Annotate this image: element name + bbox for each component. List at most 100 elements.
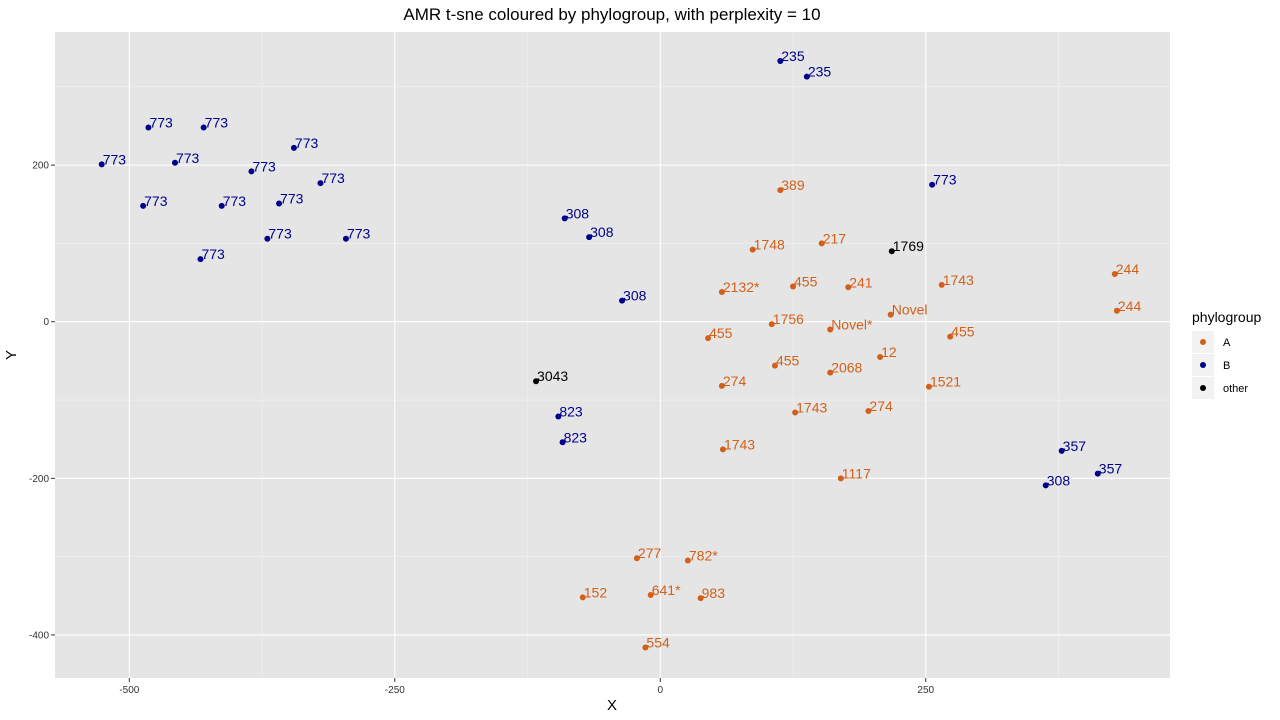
point-label: 773 — [268, 226, 292, 242]
point-label: 308 — [1047, 472, 1071, 488]
scatter-point — [264, 235, 271, 242]
scatter-point — [559, 439, 566, 446]
scatter-point — [877, 353, 884, 360]
point-label: 2132* — [723, 279, 760, 295]
scatter-point — [947, 333, 954, 340]
point-label: 274 — [869, 398, 893, 414]
scatter-point — [818, 240, 825, 247]
scatter-point — [718, 382, 725, 389]
point-labels: 389 217 1748 2132* 455 241 1743 244 244 Novel 1756… — [103, 48, 1142, 650]
scatter-point — [586, 234, 593, 241]
point-label: 773 — [933, 172, 957, 188]
scatter-point — [579, 594, 586, 601]
scatter-point — [218, 202, 225, 209]
x-tick-label: 0 — [658, 685, 664, 696]
point-label: 1756 — [773, 311, 804, 327]
point-label: 455 — [709, 325, 733, 341]
point-label: 641* — [652, 582, 681, 598]
point-label: 241 — [849, 274, 873, 290]
point-label: 2068 — [831, 360, 862, 376]
point-label: Novel — [892, 302, 928, 318]
scatter-point — [803, 73, 810, 80]
scatter-point — [718, 288, 725, 295]
point-label: 12 — [881, 344, 897, 360]
chart-title: AMR t-sne coloured by phylogroup, with p… — [403, 5, 820, 24]
point-label: 823 — [564, 429, 588, 445]
y-tick-label: -200 — [29, 474, 49, 485]
point-label: 1521 — [930, 374, 961, 390]
point-label: 308 — [590, 224, 614, 240]
point-label: 773 — [321, 170, 345, 186]
legend-key-point — [1200, 339, 1206, 345]
grid-lines — [55, 32, 1170, 678]
scatter-point — [792, 409, 799, 416]
scatter-point — [845, 284, 852, 291]
point-label: 308 — [566, 205, 590, 221]
point-label: 277 — [638, 545, 662, 561]
scatter-point — [1094, 470, 1101, 477]
point-label: 773 — [280, 190, 304, 206]
scatter-point — [248, 168, 255, 175]
scatter-point — [925, 383, 932, 390]
point-label: 773 — [201, 246, 225, 262]
point-label: 455 — [794, 273, 818, 289]
x-tick-label: -500 — [119, 685, 139, 696]
scatter-point — [145, 124, 152, 131]
point-label: 357 — [1099, 461, 1123, 477]
scatter-point — [200, 124, 207, 131]
point-label: 152 — [584, 584, 608, 600]
data-points — [98, 57, 1120, 651]
scatter-point — [1113, 307, 1120, 314]
y-tick-label: 200 — [32, 161, 49, 172]
scatter-point — [317, 180, 324, 187]
point-label: 773 — [205, 115, 229, 131]
scatter-point — [697, 595, 704, 602]
point-label: 308 — [623, 288, 647, 304]
scatter-point — [171, 159, 178, 166]
scatter-point — [771, 362, 778, 369]
point-label: 773 — [176, 150, 200, 166]
point-label: 983 — [702, 585, 726, 601]
legend-label: A — [1223, 337, 1231, 349]
scatter-point — [197, 256, 204, 263]
scatter-point — [647, 591, 654, 598]
scatter-point — [929, 181, 936, 188]
point-label: 1769 — [893, 238, 924, 254]
scatter-point — [98, 161, 105, 168]
y-tick-label: 0 — [43, 317, 49, 328]
scatter-point — [290, 144, 297, 151]
x-tick-label: -250 — [385, 685, 405, 696]
legend-label: other — [1223, 383, 1248, 395]
point-label: 1117 — [842, 465, 871, 481]
scatter-point — [633, 555, 640, 562]
scatter-point — [533, 378, 540, 385]
scatter-point — [619, 297, 626, 304]
point-label: 773 — [149, 115, 173, 131]
x-tick-label: 250 — [917, 685, 934, 696]
point-label: 773 — [103, 151, 127, 167]
point-label: 244 — [1116, 261, 1140, 277]
scatter-point — [827, 369, 834, 376]
x-axis-title: X — [607, 697, 617, 714]
point-label: 244 — [1118, 298, 1142, 314]
legend-title: phylogroup — [1192, 309, 1261, 325]
scatter-point — [1058, 447, 1065, 454]
scatter-point — [887, 311, 894, 318]
point-label: 455 — [951, 324, 975, 340]
scatter-point — [888, 248, 895, 255]
point-label: 773 — [252, 158, 276, 174]
scatter-point — [777, 57, 784, 64]
point-label: 1743 — [796, 400, 827, 416]
point-label: 554 — [646, 634, 670, 650]
scatter-point — [790, 283, 797, 290]
scatter-point — [140, 202, 147, 209]
point-label: 773 — [347, 226, 371, 242]
scatter-point — [342, 235, 349, 242]
scatter-point — [768, 321, 775, 328]
point-label: 455 — [776, 353, 800, 369]
scatter-point — [719, 446, 726, 453]
point-label: 389 — [781, 177, 805, 193]
scatter-point — [777, 187, 784, 194]
axes: -500 -250 0 250 -400 -200 0 200 — [29, 161, 935, 696]
